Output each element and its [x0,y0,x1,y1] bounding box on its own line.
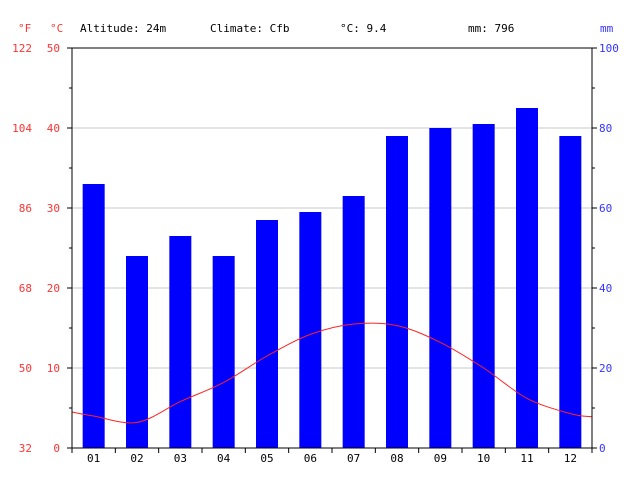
month-tick-labels: 01 02 03 04 05 06 07 08 09 10 11 12 [87,452,577,465]
precipitation-bar [82,184,105,448]
celsius-tick-label: 0 [53,442,60,455]
precipitation-bar [256,220,278,448]
celsius-tick-label: 40 [47,122,60,135]
fahrenheit-tick-label: 122 [12,42,32,55]
celsius-unit: °C [50,22,63,35]
fahrenheit-tick-labels: 32 50 68 86 104 122 [12,42,32,455]
precipitation-bar [342,196,365,448]
avg-temp-label: °C: 9.4 [340,22,387,35]
precipitation-bar [516,108,538,448]
mm-tick-label: 60 [599,202,612,215]
precipitation-bar [429,128,452,448]
mm-tick-labels: 0 20 40 60 80 100 [599,42,619,455]
precip-total-label: mm: 796 [468,22,514,35]
celsius-tick-label: 50 [47,42,60,55]
month-tick-label: 09 [434,452,447,465]
celsius-tick-label: 10 [47,362,60,375]
fahrenheit-tick-label: 32 [19,442,32,455]
precipitation-bar [299,212,322,448]
mm-tick-label: 20 [599,362,612,375]
precipitation-bars [82,108,582,448]
mm-tick-label: 40 [599,282,612,295]
climate-label: Climate: Cfb [210,22,289,35]
fahrenheit-tick-label: 86 [19,202,32,215]
month-tick-label: 07 [347,452,360,465]
gridlines [72,127,592,369]
precipitation-bar [169,236,192,448]
fahrenheit-unit: °F [18,22,31,35]
fahrenheit-tick-label: 50 [19,362,32,375]
celsius-tick-labels: 0 10 20 30 40 50 [47,42,60,455]
mm-tick-label: 0 [599,442,606,455]
month-tick-label: 10 [477,452,490,465]
celsius-tick-label: 20 [47,282,60,295]
month-tick-label: 03 [174,452,187,465]
month-tick-label: 02 [130,452,143,465]
temperature-line [71,322,593,424]
month-tick-label: 11 [520,452,533,465]
precipitation-bar [559,136,582,448]
mm-tick-label: 80 [599,122,612,135]
fahrenheit-tick-label: 68 [19,282,32,295]
precipitation-bar [212,256,235,448]
month-tick-label: 08 [390,452,403,465]
month-tick-label: 06 [304,452,317,465]
plot-frame [71,47,593,449]
month-tick-label: 04 [217,452,231,465]
mm-unit: mm [600,22,614,35]
precipitation-bar [126,256,148,448]
month-tick-label: 05 [260,452,273,465]
altitude-label: Altitude: 24m [80,22,166,35]
celsius-tick-label: 30 [47,202,60,215]
month-tick-label: 12 [564,452,577,465]
precipitation-bar [386,136,408,448]
mm-tick-label: 100 [599,42,619,55]
precipitation-bar [472,124,495,448]
fahrenheit-tick-label: 104 [12,122,32,135]
month-tick-label: 01 [87,452,100,465]
